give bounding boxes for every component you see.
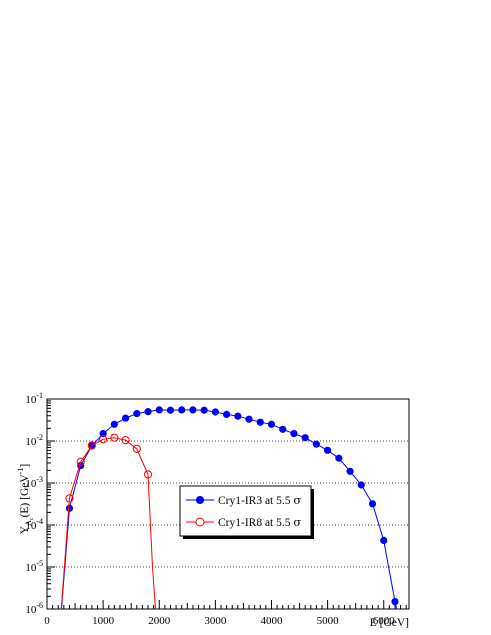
data-point-ir3 xyxy=(380,536,388,544)
data-point-ir3 xyxy=(189,406,197,414)
y-tick-label-base: 10 xyxy=(25,436,37,448)
data-point-ir3 xyxy=(279,425,287,433)
y-axis-label-subsub: c xyxy=(29,517,35,520)
y-axis-label-sup: -1 xyxy=(16,468,25,475)
data-point-ir3 xyxy=(256,418,264,426)
legend-label-ir3: Cry1-IR3 at 5.5 σ xyxy=(218,493,301,507)
data-point-ir3 xyxy=(368,500,377,508)
y-tick-label-base: 10 xyxy=(25,520,37,532)
legend-box xyxy=(179,485,312,537)
data-point-ir3 xyxy=(144,408,152,416)
x-tick-label: 3000 xyxy=(204,615,227,627)
y-axis-label-end: ] xyxy=(19,464,31,468)
data-point-ir3 xyxy=(324,446,332,454)
data-point-ir3 xyxy=(110,420,118,428)
y-tick-label-exp: -4 xyxy=(36,517,43,526)
legend-label-ir8-sigma: σ xyxy=(293,515,301,529)
legend-marker-ir8 xyxy=(195,517,205,527)
y-tick-label-exp: -6 xyxy=(36,601,43,610)
y-axis-label-sub: A xyxy=(24,520,33,526)
y-tick-label-base: 10 xyxy=(25,394,37,406)
y-tick-label: 10-3 xyxy=(25,475,43,490)
y-tick-label: 10-4 xyxy=(25,517,43,532)
data-point-ir3 xyxy=(155,406,163,414)
y-tick-label: 10-1 xyxy=(25,391,43,406)
y-axis-label: YAc(E) [GeV-1] xyxy=(16,464,35,534)
legend-label-ir3-sigma: σ xyxy=(293,493,301,507)
data-point-ir3 xyxy=(65,504,74,512)
y-tick-label-exp: -3 xyxy=(36,475,43,484)
data-point-ir8 xyxy=(87,441,96,450)
x-tick-label: 0 xyxy=(44,615,50,627)
data-point-ir3 xyxy=(211,408,219,416)
data-point-ir3 xyxy=(290,430,298,438)
y-tick-label-base: 10 xyxy=(25,478,37,490)
y-tick-label: 10-5 xyxy=(25,559,43,574)
y-tick-labels: 10-110-210-310-410-510-6 xyxy=(25,391,43,616)
x-tick-label: 1000 xyxy=(92,615,115,627)
y-tick-label: 10-2 xyxy=(25,433,43,448)
y-tick-label-exp: -1 xyxy=(36,391,43,400)
data-point-ir3 xyxy=(222,410,231,418)
data-point-ir8 xyxy=(143,470,153,479)
data-point-ir8 xyxy=(99,435,108,444)
legend-label-ir3-main: Cry1-IR3 at 5.5 xyxy=(218,495,293,507)
data-point-ir8 xyxy=(65,494,74,503)
x-tick-label: 5000 xyxy=(317,615,340,627)
legend: Cry1-IR3 at 5.5 σ Cry1-IR8 at 5.5 σ xyxy=(179,485,314,539)
data-point-ir3 xyxy=(391,598,399,606)
legend-marker-ir3 xyxy=(196,496,204,504)
series-layer xyxy=(60,406,399,609)
axis-ticks xyxy=(46,398,407,610)
x-tick-label: 6000 xyxy=(373,615,396,627)
data-point-ir8 xyxy=(110,433,119,442)
y-tick-label-base: 10 xyxy=(25,562,37,574)
data-point-ir8 xyxy=(76,457,85,466)
data-point-ir3 xyxy=(346,467,354,475)
data-point-ir3 xyxy=(234,412,242,420)
x-tick-labels: 0 1000 2000 3000 4000 5000 6000 xyxy=(44,615,395,627)
data-point-ir3 xyxy=(99,430,107,438)
y-tick-label-base: 10 xyxy=(25,604,37,616)
y-tick-label: 10-6 xyxy=(25,601,43,616)
legend-label-ir8-main: Cry1-IR8 at 5.5 xyxy=(218,517,293,529)
data-point-ir3 xyxy=(267,420,276,428)
data-point-ir3 xyxy=(121,414,130,422)
data-point-ir3 xyxy=(200,406,208,414)
x-tick-label: 2000 xyxy=(148,615,171,627)
y-axis-label-tail: (E) [GeV xyxy=(19,474,31,518)
data-point-ir3 xyxy=(133,409,141,418)
data-point-ir3 xyxy=(245,415,253,423)
legend-label-ir8: Cry1-IR8 at 5.5 σ xyxy=(218,515,301,529)
data-point-ir3 xyxy=(178,406,186,414)
y-axis-label-main: Y xyxy=(19,525,31,534)
series-line-1 xyxy=(60,437,157,609)
data-point-ir3 xyxy=(357,481,365,489)
x-tick-label: 4000 xyxy=(260,615,283,627)
data-point-ir8 xyxy=(132,444,141,453)
x-axis-label: E [GeV] xyxy=(370,617,409,629)
y-tick-label-exp: -5 xyxy=(36,559,43,568)
data-point-ir3 xyxy=(301,434,309,442)
data-point-ir3 xyxy=(166,406,175,414)
data-point-ir3 xyxy=(335,454,343,462)
y-tick-label-exp: -2 xyxy=(36,433,43,442)
data-point-ir3 xyxy=(312,440,320,448)
data-point-ir8 xyxy=(121,436,130,445)
